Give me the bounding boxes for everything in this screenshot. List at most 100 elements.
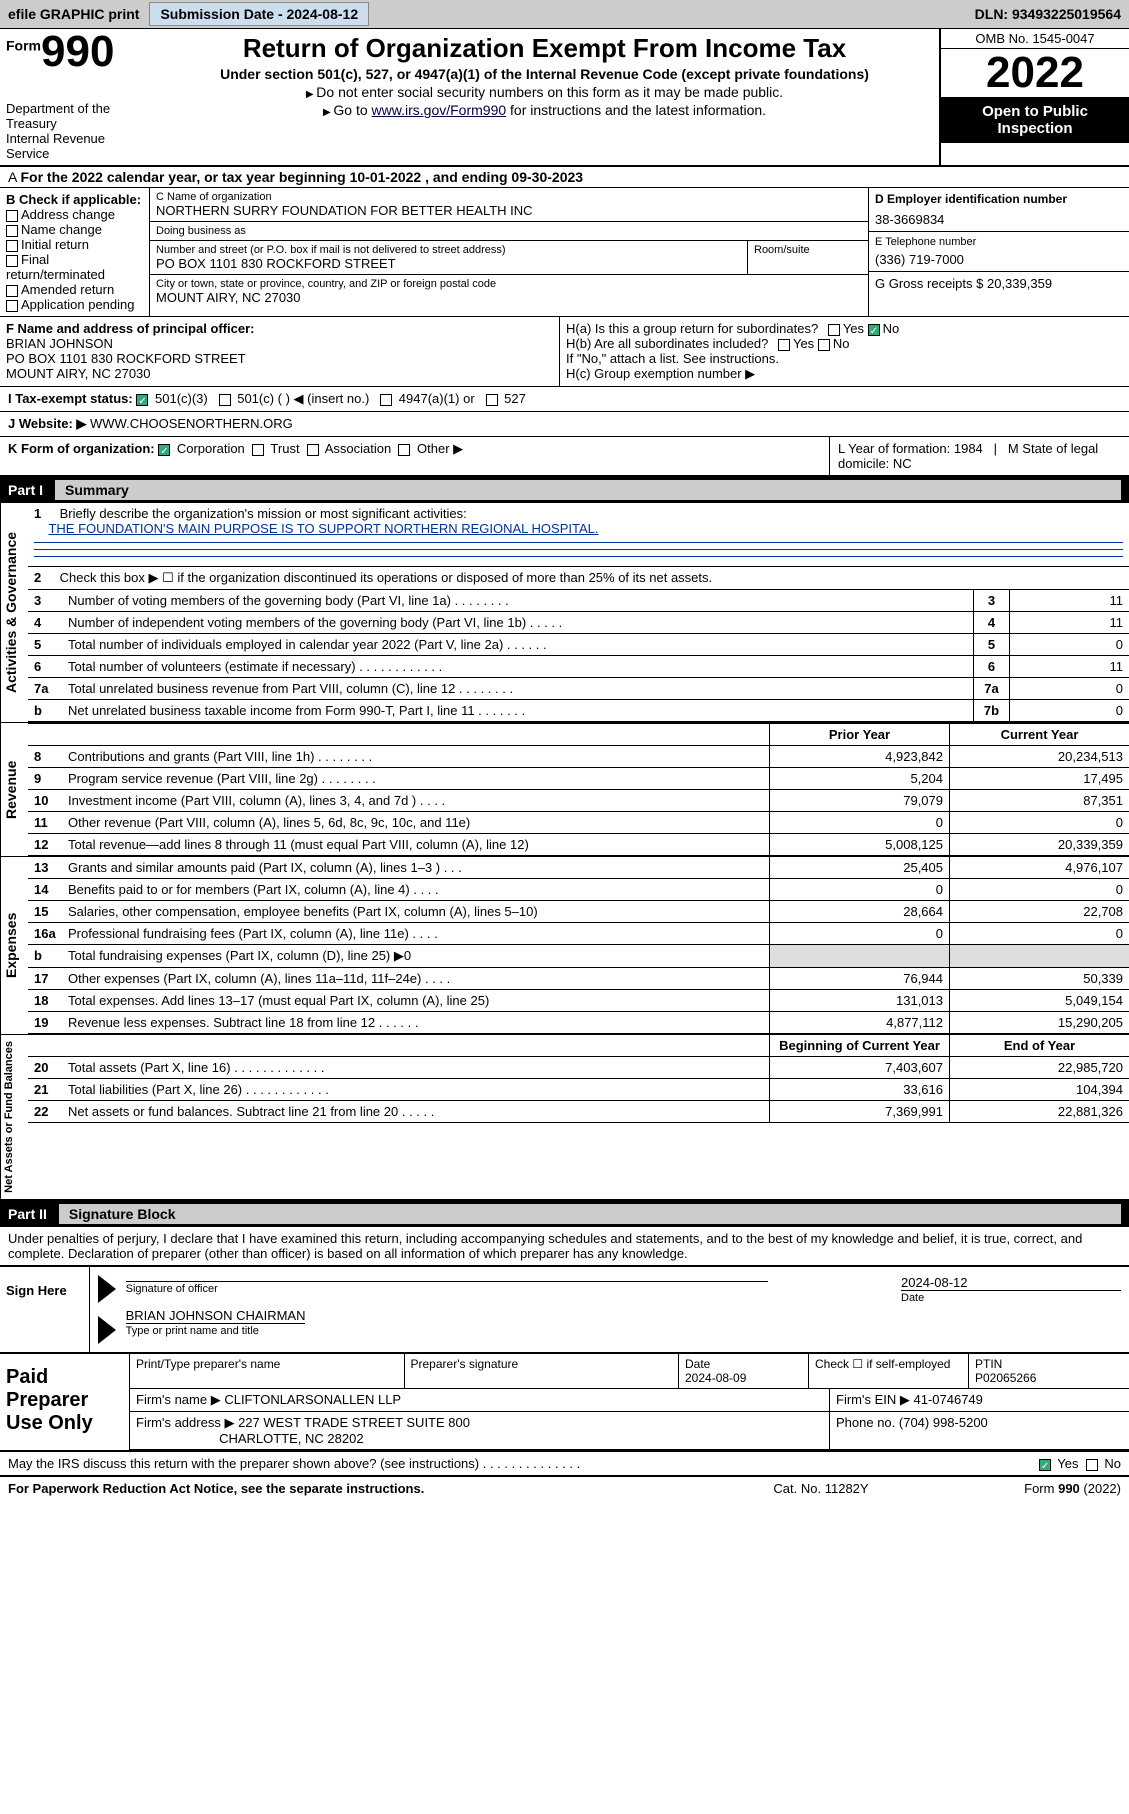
gov-row: bNet unrelated business taxable income f…	[28, 700, 1129, 722]
table-row: 15Salaries, other compensation, employee…	[28, 901, 1129, 923]
prep-date-value: 2024-08-09	[685, 1371, 746, 1385]
sig-date-value: 2024-08-12	[901, 1275, 1121, 1290]
discuss-row: May the IRS discuss this return with the…	[0, 1452, 1129, 1477]
paid-preparer-block: Paid Preparer Use Only Print/Type prepar…	[0, 1354, 1129, 1452]
col-boy: Beginning of Current Year	[769, 1035, 949, 1056]
chk-501c3[interactable]	[136, 394, 148, 406]
ein-value: 38-3669834	[875, 212, 1123, 227]
warning-line: Do not enter social security numbers on …	[156, 84, 933, 100]
expenses-section: Expenses 13Grants and similar amounts pa…	[0, 857, 1129, 1035]
tab-net-assets: Net Assets or Fund Balances	[0, 1035, 28, 1199]
chk-assoc[interactable]	[307, 444, 319, 456]
table-row: 16aProfessional fundraising fees (Part I…	[28, 923, 1129, 945]
col-prior-year: Prior Year	[769, 724, 949, 745]
chk-amended[interactable]	[6, 285, 18, 297]
row-i: I Tax-exempt status: 501(c)(3) 501(c) ( …	[0, 387, 1129, 412]
section-b-label: B Check if applicable:	[6, 192, 143, 207]
sig-name-value: BRIAN JOHNSON CHAIRMAN	[126, 1308, 306, 1323]
dept-label: Department of the Treasury Internal Reve…	[6, 101, 144, 161]
table-row: 13Grants and similar amounts paid (Part …	[28, 857, 1129, 879]
chk-501c[interactable]	[219, 394, 231, 406]
ha-no[interactable]	[868, 324, 880, 336]
row-klm: K Form of organization: Corporation Trus…	[0, 437, 1129, 477]
dba-label: Doing business as	[156, 225, 862, 237]
col-current-year: Current Year	[949, 724, 1129, 745]
footer-left: For Paperwork Reduction Act Notice, see …	[8, 1481, 721, 1496]
entity-grid: B Check if applicable: Address change Na…	[0, 188, 1129, 317]
omb-number: OMB No. 1545-0047	[941, 29, 1129, 49]
firm-name: CLIFTONLARSONALLEN LLP	[224, 1392, 401, 1407]
ha-yes[interactable]	[828, 324, 840, 336]
table-row: 20Total assets (Part X, line 16) . . . .…	[28, 1057, 1129, 1079]
top-bar: efile GRAPHIC print Submission Date - 20…	[0, 0, 1129, 29]
chk-pending[interactable]	[6, 300, 18, 312]
chk-other[interactable]	[398, 444, 410, 456]
footer-cat: Cat. No. 11282Y	[721, 1481, 921, 1496]
period-row: A For the 2022 calendar year, or tax yea…	[0, 167, 1129, 188]
sig-date-label: Date	[901, 1290, 1121, 1304]
gov-row: 3Number of voting members of the governi…	[28, 590, 1129, 612]
hb-no[interactable]	[818, 339, 830, 351]
governance-section: Activities & Governance 1 Briefly descri…	[0, 503, 1129, 723]
gov-row: 5Total number of individuals employed in…	[28, 634, 1129, 656]
phone-value: (336) 719-7000	[875, 252, 1123, 267]
sign-arrow-icon	[98, 1275, 116, 1303]
table-row: 21Total liabilities (Part X, line 26) . …	[28, 1079, 1129, 1101]
period-text: For the 2022 calendar year, or tax year …	[20, 169, 583, 185]
gov-row: 7aTotal unrelated business revenue from …	[28, 678, 1129, 700]
table-row: 14Benefits paid to or for members (Part …	[28, 879, 1129, 901]
ein-label: D Employer identification number	[875, 192, 1123, 206]
submission-date-button[interactable]: Submission Date - 2024-08-12	[149, 2, 369, 26]
chk-initial[interactable]	[6, 240, 18, 252]
chk-name[interactable]	[6, 225, 18, 237]
table-row: 12Total revenue—add lines 8 through 11 (…	[28, 834, 1129, 856]
section-b: B Check if applicable: Address change Na…	[0, 188, 150, 316]
form-number: 990	[41, 27, 114, 76]
net-assets-section: Net Assets or Fund Balances Beginning of…	[0, 1035, 1129, 1201]
prep-name-label: Print/Type preparer's name	[130, 1354, 405, 1388]
table-row: bTotal fundraising expenses (Part IX, co…	[28, 945, 1129, 968]
form-word: Form	[6, 37, 41, 53]
table-row: 17Other expenses (Part IX, column (A), l…	[28, 968, 1129, 990]
tab-revenue: Revenue	[0, 723, 28, 856]
mission-text: THE FOUNDATION'S MAIN PURPOSE IS TO SUPP…	[48, 521, 598, 536]
table-row: 10Investment income (Part VIII, column (…	[28, 790, 1129, 812]
chk-527[interactable]	[486, 394, 498, 406]
table-row: 19Revenue less expenses. Subtract line 1…	[28, 1012, 1129, 1034]
prep-sig-label: Preparer's signature	[405, 1354, 680, 1388]
firm-phone: (704) 998-5200	[899, 1415, 988, 1430]
org-name: NORTHERN SURRY FOUNDATION FOR BETTER HEA…	[156, 203, 862, 218]
irs-link[interactable]: www.irs.gov/Form990	[372, 102, 507, 118]
chk-trust[interactable]	[252, 444, 264, 456]
gross-value: 20,339,359	[987, 276, 1052, 291]
form-id-block: Form990 Department of the Treasury Inter…	[0, 29, 150, 165]
chk-final[interactable]	[6, 255, 18, 267]
title-area: Return of Organization Exempt From Incom…	[150, 29, 939, 165]
org-name-label: C Name of organization	[156, 191, 862, 203]
tax-year: 2022	[941, 49, 1129, 97]
chk-4947[interactable]	[380, 394, 392, 406]
col-eoy: End of Year	[949, 1035, 1129, 1056]
form-header: Form990 Department of the Treasury Inter…	[0, 29, 1129, 167]
chk-address[interactable]	[6, 210, 18, 222]
street-label: Number and street (or P.O. box if mail i…	[156, 244, 741, 256]
discuss-yes[interactable]	[1039, 1459, 1051, 1471]
row-j: J Website: ▶ WWW.CHOOSENORTHERN.ORG	[0, 412, 1129, 437]
discuss-no[interactable]	[1086, 1459, 1098, 1471]
inspection-label: Open to Public Inspection	[941, 97, 1129, 143]
hb-yes[interactable]	[778, 339, 790, 351]
street-value: PO BOX 1101 830 ROCKFORD STREET	[156, 256, 741, 271]
form-subtitle: Under section 501(c), 527, or 4947(a)(1)…	[156, 66, 933, 82]
footer-form: Form 990 (2022)	[921, 1481, 1121, 1496]
chk-corp[interactable]	[158, 444, 170, 456]
row-f-h: F Name and address of principal officer:…	[0, 317, 1129, 387]
gov-row: 4Number of independent voting members of…	[28, 612, 1129, 634]
year-formation: L Year of formation: 1984	[838, 441, 983, 456]
sign-here-label: Sign Here	[0, 1267, 90, 1353]
firm-addr1: 227 WEST TRADE STREET SUITE 800	[238, 1415, 470, 1430]
declaration-text: Under penalties of perjury, I declare th…	[0, 1227, 1129, 1267]
tab-governance: Activities & Governance	[0, 503, 28, 722]
sig-officer-label: Signature of officer	[126, 1281, 768, 1295]
section-c: C Name of organization NORTHERN SURRY FO…	[150, 188, 869, 316]
website-value: WWW.CHOOSENORTHERN.ORG	[90, 416, 293, 431]
